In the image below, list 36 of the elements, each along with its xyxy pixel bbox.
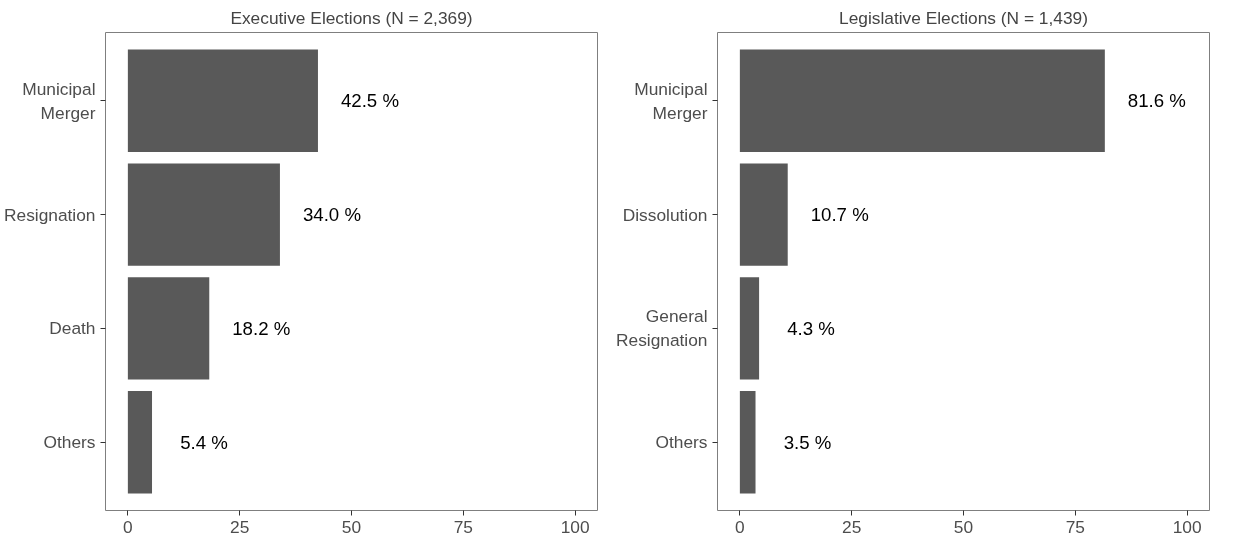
data-label: 34.0 % — [302, 204, 361, 226]
y-tick-label: Others — [655, 432, 708, 453]
data-label: 4.3 % — [787, 317, 835, 339]
x-tick-label: 0 — [123, 516, 133, 537]
y-tick-label: Death — [49, 318, 96, 339]
x-tick-label: 75 — [1065, 516, 1085, 537]
x-tick-label: 25 — [230, 516, 250, 537]
data-label: 18.2 % — [232, 317, 291, 339]
bar — [127, 277, 210, 380]
chart-title: Legislative Elections (N = 1,439) — [839, 7, 1088, 28]
y-tick-label: Others — [43, 432, 96, 453]
x-tick-label: 100 — [1172, 516, 1202, 537]
y-tick-label: Dissolution — [622, 204, 708, 225]
data-label: 5.4 % — [180, 431, 228, 453]
x-tick-label: 50 — [341, 516, 362, 537]
y-tick-label: Municipal Merger — [22, 78, 96, 123]
x-tick-label: 100 — [560, 516, 590, 537]
data-label: 42.5 % — [340, 90, 400, 112]
bar — [739, 49, 1105, 152]
bar — [739, 163, 788, 266]
x-tick-label: 0 — [735, 516, 745, 537]
y-tick-label: General Resignation — [615, 306, 708, 351]
data-label: 3.5 % — [783, 431, 832, 453]
chart-title: Executive Elections (N = 2,369) — [230, 7, 473, 28]
x-tick-label: 25 — [842, 516, 862, 537]
bar — [739, 277, 760, 380]
bar — [127, 49, 318, 152]
y-tick-label: Municipal Merger — [634, 78, 708, 123]
x-tick-label: 75 — [453, 516, 473, 537]
y-tick-label: Resignation — [3, 204, 96, 225]
bar — [127, 163, 280, 266]
x-tick-label: 50 — [953, 516, 974, 537]
data-label: 10.7 % — [810, 204, 869, 226]
data-label: 81.6 % — [1127, 90, 1186, 112]
bar — [739, 391, 756, 494]
bar — [127, 391, 153, 494]
